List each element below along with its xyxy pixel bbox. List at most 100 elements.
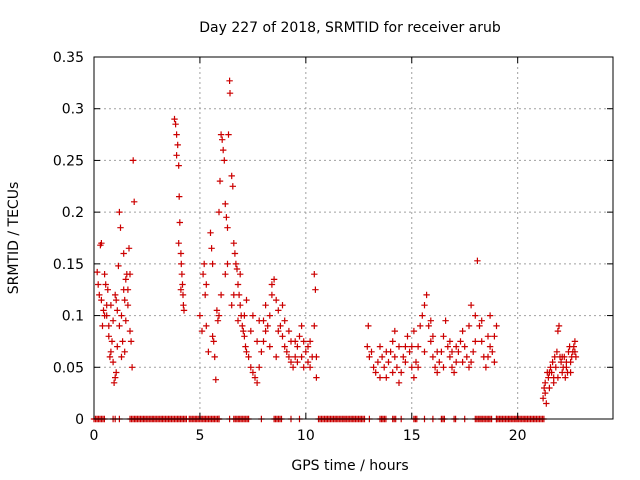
data-point bbox=[198, 327, 206, 335]
data-point bbox=[417, 322, 424, 330]
data-point bbox=[542, 379, 549, 386]
data-point bbox=[472, 338, 479, 345]
data-point bbox=[434, 369, 441, 376]
data-point bbox=[491, 358, 498, 366]
data-point bbox=[410, 374, 418, 381]
data-point bbox=[102, 281, 109, 288]
data-point bbox=[448, 364, 456, 371]
data-point bbox=[239, 322, 246, 330]
data-point bbox=[491, 333, 498, 340]
data-point bbox=[281, 343, 288, 350]
data-marks bbox=[90, 77, 580, 423]
data-point bbox=[304, 358, 312, 366]
data-point bbox=[172, 121, 179, 128]
data-point bbox=[256, 364, 263, 371]
data-point bbox=[237, 271, 244, 278]
data-point bbox=[408, 364, 415, 371]
data-point bbox=[546, 384, 553, 392]
data-point bbox=[273, 353, 280, 361]
data-point bbox=[100, 307, 107, 314]
y-tick-label: 0 bbox=[75, 412, 84, 428]
data-point bbox=[300, 338, 307, 345]
data-point bbox=[311, 271, 318, 278]
data-point bbox=[233, 265, 241, 273]
data-point bbox=[446, 353, 454, 361]
y-tick-label: 0.25 bbox=[53, 153, 84, 169]
data-point bbox=[493, 322, 500, 330]
data-point bbox=[121, 348, 128, 355]
data-point bbox=[275, 307, 282, 314]
x-tick-label: 20 bbox=[509, 428, 527, 444]
x-tick-label: 15 bbox=[403, 428, 421, 444]
data-point bbox=[304, 343, 312, 350]
data-point bbox=[109, 358, 117, 366]
data-point bbox=[398, 369, 405, 376]
y-tick-label: 0.05 bbox=[53, 360, 84, 376]
data-point bbox=[365, 322, 372, 330]
data-point bbox=[482, 364, 490, 371]
data-point bbox=[115, 262, 122, 270]
data-point bbox=[173, 131, 180, 138]
data-point bbox=[209, 260, 216, 268]
data-point bbox=[201, 260, 208, 268]
data-point bbox=[177, 250, 185, 257]
data-point bbox=[120, 250, 127, 257]
data-point bbox=[461, 343, 468, 350]
data-point bbox=[440, 364, 447, 371]
data-point bbox=[279, 302, 286, 309]
data-point bbox=[121, 296, 128, 304]
data-point bbox=[455, 348, 462, 355]
data-point bbox=[127, 338, 135, 345]
data-point bbox=[126, 327, 134, 335]
data-point bbox=[554, 327, 562, 335]
data-point bbox=[552, 364, 559, 371]
data-point bbox=[243, 348, 250, 355]
data-point bbox=[400, 353, 407, 361]
data-point bbox=[249, 312, 257, 319]
data-point bbox=[241, 333, 248, 340]
data-point bbox=[213, 307, 221, 314]
data-point bbox=[294, 343, 301, 350]
data-point bbox=[431, 364, 439, 371]
data-point bbox=[124, 286, 132, 293]
data-point bbox=[440, 333, 447, 340]
data-point bbox=[228, 302, 235, 309]
data-point bbox=[453, 358, 460, 366]
data-point bbox=[112, 291, 119, 299]
data-point bbox=[389, 338, 396, 345]
data-point bbox=[567, 358, 574, 366]
data-point bbox=[268, 281, 276, 288]
data-point bbox=[313, 353, 320, 361]
data-point bbox=[427, 338, 434, 345]
data-point bbox=[112, 374, 119, 381]
data-point bbox=[178, 271, 186, 278]
x-tick-label: 10 bbox=[297, 428, 315, 444]
data-point bbox=[216, 177, 224, 185]
data-point bbox=[196, 312, 204, 319]
data-point bbox=[128, 364, 136, 371]
data-point bbox=[105, 322, 112, 330]
data-point bbox=[114, 343, 121, 350]
data-point bbox=[567, 369, 574, 376]
y-axis-label: SRMTID / TECUs bbox=[6, 182, 22, 295]
data-point bbox=[465, 322, 473, 330]
data-point bbox=[484, 353, 492, 361]
data-point bbox=[370, 364, 377, 371]
data-point bbox=[224, 224, 231, 231]
data-point bbox=[285, 327, 293, 335]
data-point bbox=[444, 343, 451, 350]
data-point bbox=[251, 374, 259, 381]
data-point bbox=[178, 260, 185, 268]
data-point bbox=[270, 276, 278, 283]
data-point bbox=[391, 327, 398, 335]
data-point bbox=[313, 374, 320, 381]
data-point bbox=[302, 348, 309, 355]
data-point bbox=[419, 312, 426, 319]
data-point bbox=[122, 276, 129, 283]
data-point bbox=[571, 348, 579, 355]
data-point bbox=[118, 312, 125, 319]
data-point bbox=[245, 353, 252, 361]
data-point bbox=[107, 348, 115, 355]
data-point bbox=[414, 364, 422, 371]
